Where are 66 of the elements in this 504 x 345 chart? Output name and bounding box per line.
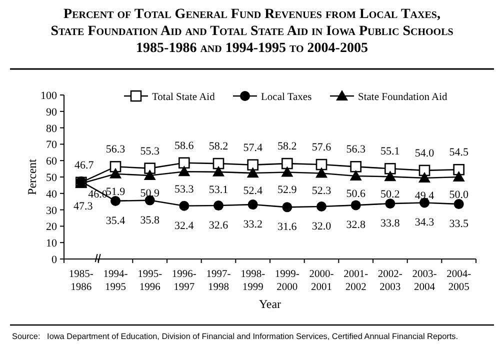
x-tick-label: 2003-2004 bbox=[412, 269, 438, 293]
data-label: 33.5 bbox=[449, 218, 469, 230]
x-tick-label: 1996-1997 bbox=[172, 269, 197, 293]
x-tick-label: 1985-1986 bbox=[68, 269, 94, 293]
data-label: 32.6 bbox=[208, 220, 229, 232]
y-tick-label: 60 bbox=[46, 156, 58, 168]
data-label: 58.2 bbox=[208, 140, 228, 153]
y-tick-label: 80 bbox=[46, 122, 58, 135]
x-tick-label: 2004-2005 bbox=[446, 269, 472, 293]
data-label: 46.7 bbox=[74, 159, 94, 172]
data-label: 52.4 bbox=[243, 185, 263, 198]
data-label: 50.9 bbox=[140, 188, 160, 200]
x-tick-label: 1995-1996 bbox=[138, 269, 163, 293]
data-label: 50.6 bbox=[346, 188, 366, 200]
data-label: 34.3 bbox=[414, 216, 435, 229]
x-tick-label: 1997-1998 bbox=[206, 269, 232, 293]
data-label: 54.0 bbox=[414, 147, 435, 160]
data-label: 31.6 bbox=[278, 221, 298, 234]
data-label: 55.1 bbox=[380, 146, 400, 158]
y-tick-label: 40 bbox=[46, 188, 58, 200]
legend-label: Local Taxes bbox=[261, 92, 312, 103]
legend-label: Total State Aid bbox=[152, 92, 216, 103]
x-tick-label: 2002-2003 bbox=[378, 269, 403, 293]
x-tick-label: 1999-2000 bbox=[274, 269, 300, 293]
data-label: 56.3 bbox=[346, 144, 366, 156]
y-tick-label: 30 bbox=[46, 204, 58, 217]
y-axis-title: Percent bbox=[25, 158, 39, 195]
y-tick-label: 90 bbox=[46, 106, 58, 118]
chart-title: Percent of Total General Fund Revenues from Local Taxes, State Foundation Aid and Total State Aid in Iowa Public Schools 1985-1986 and 1994-1995 to 2004-2005 bbox=[50, 7, 454, 56]
data-label: 35.8 bbox=[140, 214, 160, 226]
data-label: 57.4 bbox=[243, 142, 263, 154]
x-tick-label: 1994-1995 bbox=[103, 269, 128, 293]
data-label: 33.2 bbox=[243, 218, 262, 231]
y-tick-label: 10 bbox=[46, 238, 58, 250]
x-axis-title: Year bbox=[258, 297, 282, 311]
y-tick-label: 70 bbox=[46, 139, 58, 152]
legend-label: State Foundation Aid bbox=[358, 92, 448, 103]
x-tick-label: 1998-1999 bbox=[240, 269, 266, 293]
data-label: 57.6 bbox=[312, 142, 332, 154]
data-label: 56.3 bbox=[106, 144, 126, 156]
data-label: 53.1 bbox=[208, 184, 228, 196]
data-label: 55.3 bbox=[140, 145, 160, 158]
data-label: 58.2 bbox=[278, 140, 297, 153]
data-label: 47.3 bbox=[74, 200, 94, 212]
x-tick-label: 2000-2001 bbox=[309, 269, 334, 293]
y-tick-label: 0 bbox=[52, 254, 58, 266]
data-label: 50.2 bbox=[380, 188, 400, 201]
data-label: 54.5 bbox=[449, 146, 469, 159]
data-label: 32.8 bbox=[346, 219, 366, 232]
data-label: 52.9 bbox=[278, 184, 298, 196]
y-tick-label: 50 bbox=[46, 172, 58, 184]
data-label: 35.4 bbox=[106, 214, 126, 227]
y-tick-label: 20 bbox=[46, 221, 58, 234]
data-label: 58.6 bbox=[174, 140, 194, 152]
y-tick-label: 100 bbox=[40, 90, 58, 102]
data-label: 53.3 bbox=[174, 184, 194, 196]
data-label: 52.3 bbox=[312, 185, 332, 198]
data-label: 50.0 bbox=[449, 189, 469, 201]
source-note: Source: Iowa Department of Education, Division of Financial and Information Services, Certified Annual Financial Reports. bbox=[12, 332, 458, 341]
data-label: 46.0 bbox=[88, 188, 108, 201]
data-label: 49.4 bbox=[414, 190, 435, 202]
data-label: 32.0 bbox=[312, 220, 332, 233]
data-label: 32.4 bbox=[174, 220, 194, 232]
x-tick-label: 2001-2002 bbox=[344, 269, 369, 293]
data-label: 51.9 bbox=[106, 186, 126, 198]
data-label: 33.8 bbox=[380, 218, 400, 230]
